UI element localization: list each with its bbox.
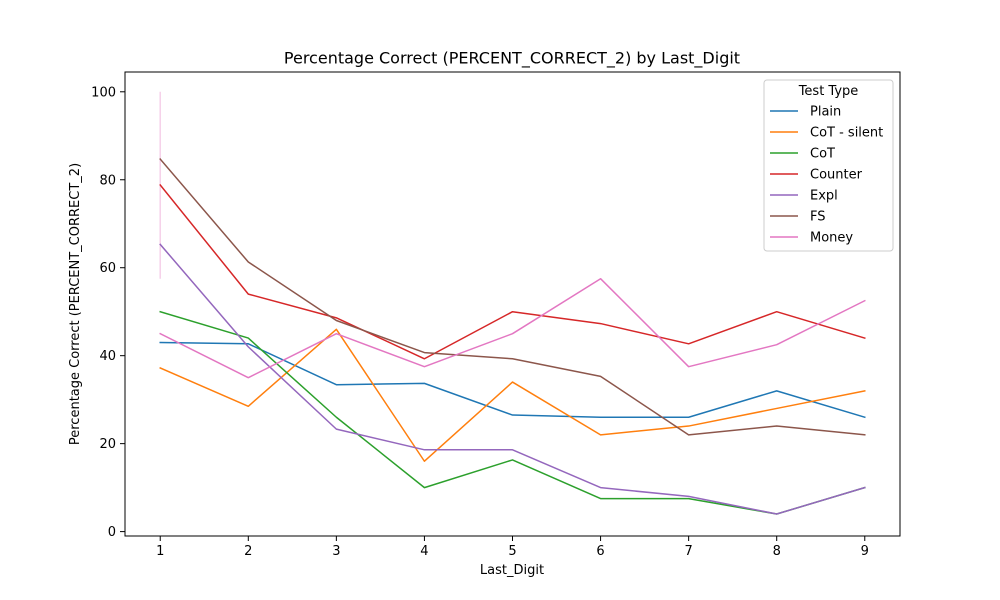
y-tick-label: 0	[108, 525, 116, 540]
legend-entry: Counter	[770, 168, 863, 183]
legend: Test Type Plain CoT - silent CoT Counter Exp…	[763, 79, 894, 252]
x-tick-label: 1	[156, 544, 164, 559]
x-axis-ticks: 1 2 3 4 5 6 7 8 9	[156, 536, 869, 559]
x-tick-label: 8	[773, 544, 781, 559]
series-line-expl	[159, 243, 866, 515]
x-tick-label: 3	[332, 544, 340, 559]
x-tick-label: 4	[420, 544, 428, 559]
x-tick-label: 5	[508, 544, 516, 559]
legend-label: CoT - silent	[810, 126, 883, 141]
legend-entry: CoT	[770, 147, 835, 162]
series-line-cot-silent	[159, 328, 866, 462]
series-line-money	[159, 277, 866, 379]
legend-label: FS	[810, 210, 826, 225]
y-tick-label: 100	[91, 85, 116, 100]
x-tick-label: 2	[244, 544, 252, 559]
legend-entries: Plain CoT - silent CoT Counter Expl FS Money	[770, 105, 883, 246]
y-tick-label: 80	[99, 173, 116, 188]
x-tick-label: 9	[861, 544, 869, 559]
x-tick-label: 7	[684, 544, 692, 559]
legend-entry: Expl	[770, 189, 838, 204]
y-tick-label: 20	[99, 437, 116, 452]
legend-label: Money	[810, 231, 853, 246]
y-tick-label: 60	[99, 261, 116, 276]
y-axis-label: Percentage Correct (PERCENT_CORRECT_2)	[68, 163, 83, 445]
legend-label: Counter	[810, 168, 863, 183]
chart-title: Percentage Correct (PERCENT_CORRECT_2) b…	[284, 49, 740, 69]
y-axis-ticks: 0 20 40 60 80 100	[91, 85, 125, 540]
legend-box	[763, 79, 894, 252]
series-line-counter	[159, 183, 866, 360]
series-lines	[159, 158, 866, 515]
x-tick-label: 6	[596, 544, 604, 559]
legend-entry: Plain	[770, 105, 841, 120]
legend-title: Test Type	[798, 84, 859, 99]
legend-label: Expl	[810, 189, 838, 204]
x-axis-label: Last_Digit	[480, 563, 544, 578]
series-line-plain	[159, 341, 866, 419]
y-tick-label: 40	[99, 349, 116, 364]
legend-entry: Money	[770, 231, 853, 246]
series-line-fs	[159, 158, 866, 436]
legend-entry: FS	[770, 210, 826, 225]
legend-entry: CoT - silent	[770, 126, 883, 141]
legend-label: Plain	[810, 105, 841, 120]
legend-label: CoT	[810, 147, 835, 162]
